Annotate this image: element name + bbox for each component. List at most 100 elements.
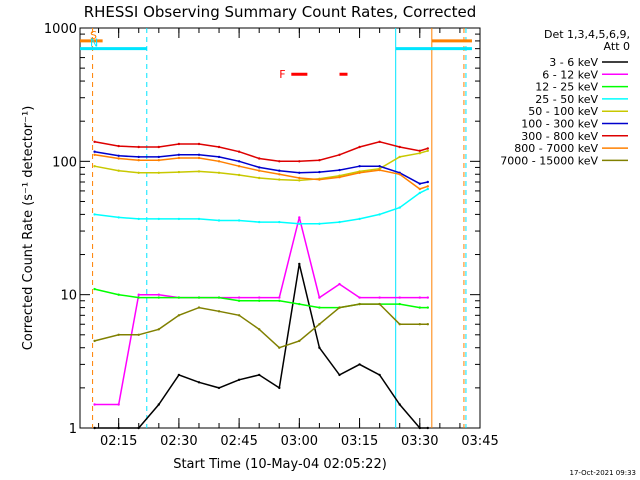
legend-label: 7000 - 15000 keV xyxy=(500,154,598,167)
series-point xyxy=(137,296,140,299)
series-point xyxy=(398,302,401,306)
series-point xyxy=(318,296,321,299)
series-point xyxy=(278,160,281,163)
series-point xyxy=(217,219,221,222)
legend-label: 100 - 300 keV xyxy=(521,118,598,131)
series-point xyxy=(426,180,429,184)
series-point xyxy=(258,169,261,172)
series-point xyxy=(338,282,341,286)
series-point xyxy=(426,426,429,430)
series-point xyxy=(117,144,120,148)
series-point xyxy=(258,373,261,377)
series-point xyxy=(358,363,361,366)
series-point xyxy=(418,149,421,152)
series-point xyxy=(177,170,181,174)
series-point xyxy=(298,222,301,225)
x-tick-label: 03:00 xyxy=(281,434,318,449)
legend-label: 12 - 25 keV xyxy=(535,81,598,94)
series-point xyxy=(426,306,429,309)
series-point xyxy=(237,150,241,153)
series-point xyxy=(338,373,341,377)
series-point xyxy=(117,216,120,219)
series-point xyxy=(137,293,140,296)
legend-label: 300 - 800 keV xyxy=(521,130,598,143)
series-point xyxy=(378,296,381,299)
legend-label: 25 - 50 keV xyxy=(535,93,598,106)
series-point xyxy=(177,217,181,221)
series-point xyxy=(358,171,361,174)
series-point xyxy=(418,323,421,326)
series-point xyxy=(426,149,429,152)
series-point xyxy=(278,169,281,172)
x-tick-label: 02:30 xyxy=(160,434,197,449)
series-point xyxy=(157,403,160,406)
series-point xyxy=(278,178,281,181)
series-point xyxy=(117,333,120,336)
series-point xyxy=(258,328,261,331)
series-point xyxy=(298,302,301,306)
series-point xyxy=(197,156,201,160)
legend-header-detectors: Det 1,3,4,5,6,9, xyxy=(544,28,630,41)
series-point xyxy=(197,153,201,156)
series-point xyxy=(378,165,381,168)
series-point xyxy=(258,176,261,180)
legend-label: 50 - 100 keV xyxy=(528,105,598,118)
series-point xyxy=(117,426,120,430)
series-point xyxy=(217,155,221,159)
series-point xyxy=(378,213,381,216)
series-point xyxy=(418,152,421,155)
series-point xyxy=(426,323,429,326)
series-point xyxy=(157,171,160,174)
flag-label: S xyxy=(90,29,97,42)
series-point xyxy=(418,191,421,195)
series-point xyxy=(137,171,140,174)
x-axis-label: Start Time (10-May-04 02:05:22) xyxy=(173,457,387,472)
series-point xyxy=(117,293,120,296)
series-point xyxy=(378,140,381,143)
series-point xyxy=(157,145,160,149)
series-point xyxy=(298,262,301,266)
series-point xyxy=(298,179,301,182)
series-point xyxy=(258,296,261,299)
series-point xyxy=(197,170,201,173)
series-point xyxy=(217,171,221,174)
series-point xyxy=(137,217,140,221)
series-point xyxy=(418,182,421,185)
series-point xyxy=(298,216,301,219)
series-point xyxy=(318,178,321,181)
legend-label: 3 - 6 keV xyxy=(549,56,598,69)
series-point xyxy=(378,302,381,306)
series-point xyxy=(237,314,241,317)
footer-date: 17-Oct-2021 09:33 xyxy=(570,469,636,477)
series-point xyxy=(398,296,401,299)
series-point xyxy=(137,155,140,159)
series-point xyxy=(197,306,201,309)
series-point xyxy=(358,145,361,149)
series-point xyxy=(237,160,241,163)
series-point xyxy=(237,219,241,222)
series-point xyxy=(398,323,401,326)
series-line-7 xyxy=(94,154,429,190)
series-line-0 xyxy=(94,263,428,429)
series-point xyxy=(177,153,181,156)
series-point xyxy=(137,426,140,430)
series-point xyxy=(93,213,96,216)
series-point xyxy=(217,160,221,163)
flag-label: F xyxy=(279,68,285,81)
series-point xyxy=(318,346,321,349)
series-point xyxy=(93,403,96,406)
series-point xyxy=(418,306,421,309)
series-point xyxy=(278,296,281,299)
series-point xyxy=(177,142,181,146)
series-line-5 xyxy=(94,150,428,185)
y-axis-label: Corrected Count Rate (s⁻¹ detector⁻¹) xyxy=(21,106,36,351)
series-point xyxy=(398,403,401,406)
series-point xyxy=(93,153,96,156)
series-point xyxy=(318,159,321,162)
series-point xyxy=(318,323,321,326)
series-point xyxy=(378,373,381,377)
legend-label: 6 - 12 keV xyxy=(542,68,598,81)
series-point xyxy=(177,156,181,160)
legend-label: 800 - 7000 keV xyxy=(514,142,598,155)
series-line-3 xyxy=(94,188,429,225)
